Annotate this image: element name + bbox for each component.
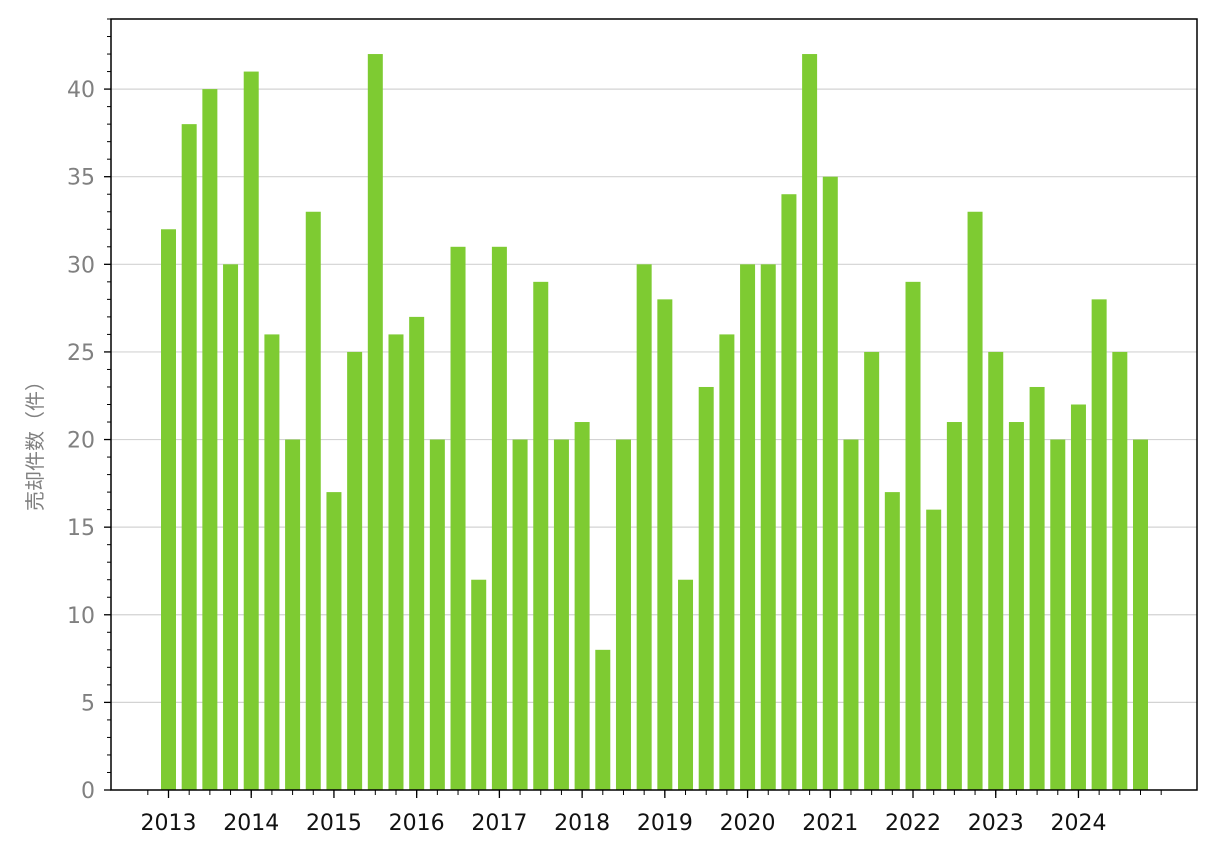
bar — [553, 439, 569, 790]
bar — [719, 334, 735, 790]
bar — [1008, 422, 1024, 790]
y-tick-label: 10 — [67, 604, 95, 629]
bar — [822, 176, 838, 791]
x-tick-label: 2018 — [554, 811, 610, 836]
bar — [636, 264, 652, 790]
y-axis-label: 売却件数（件） — [23, 371, 47, 511]
x-tick-label: 2019 — [637, 811, 693, 836]
x-tick-label: 2020 — [720, 811, 776, 836]
y-tick-label: 25 — [67, 341, 95, 366]
bar — [409, 316, 425, 790]
bar — [1029, 386, 1045, 790]
bar — [285, 439, 301, 790]
tick-labels: 0 5 10 15 20 25 30 35 40 2013 2014 2015 2016 2017 2018… — [67, 78, 1106, 836]
bar — [678, 579, 694, 790]
bar — [161, 229, 176, 791]
bar — [326, 492, 342, 790]
y-tick-label: 35 — [67, 166, 95, 191]
bar — [1091, 299, 1107, 790]
bar — [491, 246, 507, 790]
bar — [347, 351, 363, 790]
y-tick-label: 0 — [81, 779, 95, 804]
x-tick-label: 2022 — [885, 811, 941, 836]
bar — [367, 54, 383, 790]
bar — [843, 439, 859, 790]
bar — [740, 264, 756, 790]
bar — [512, 439, 528, 790]
x-tick-label: 2016 — [389, 811, 445, 836]
y-tick-label: 5 — [81, 691, 95, 716]
bar — [988, 351, 1004, 790]
bar — [926, 509, 942, 790]
bar — [181, 124, 197, 791]
bar — [967, 211, 983, 790]
bar — [760, 264, 776, 790]
bar — [471, 579, 487, 790]
x-tick-label: 2017 — [471, 811, 527, 836]
y-tick-label: 30 — [67, 253, 95, 278]
bar — [388, 334, 404, 790]
x-tick-label: 2014 — [223, 811, 279, 836]
bar — [450, 246, 466, 790]
y-tick-label: 20 — [67, 429, 95, 454]
bar — [202, 89, 218, 790]
bars — [161, 54, 1148, 791]
bar — [243, 71, 259, 791]
bar — [305, 211, 321, 790]
y-tick-label: 40 — [67, 78, 95, 103]
bar — [1050, 439, 1066, 790]
x-tick-label: 2015 — [306, 811, 362, 836]
bar — [429, 439, 445, 790]
bar — [615, 439, 631, 790]
bar — [802, 54, 818, 790]
x-tick-label: 2024 — [1050, 811, 1106, 836]
bar — [946, 422, 962, 790]
bar — [1112, 351, 1128, 790]
bar — [864, 351, 880, 790]
bar — [533, 281, 549, 790]
bar — [698, 386, 714, 790]
bar — [905, 281, 921, 790]
bar — [264, 334, 280, 790]
bar — [884, 492, 900, 790]
y-tick-label: 15 — [67, 516, 95, 541]
bar — [1133, 439, 1148, 790]
axes — [104, 18, 1198, 798]
bar — [574, 422, 590, 790]
x-tick-label: 2013 — [141, 811, 197, 836]
bar — [223, 264, 239, 790]
x-tick-label: 2023 — [968, 811, 1024, 836]
bar — [657, 299, 673, 790]
bar — [595, 649, 611, 790]
bar — [781, 194, 797, 790]
x-tick-label: 2021 — [802, 811, 858, 836]
bar — [1070, 404, 1086, 790]
